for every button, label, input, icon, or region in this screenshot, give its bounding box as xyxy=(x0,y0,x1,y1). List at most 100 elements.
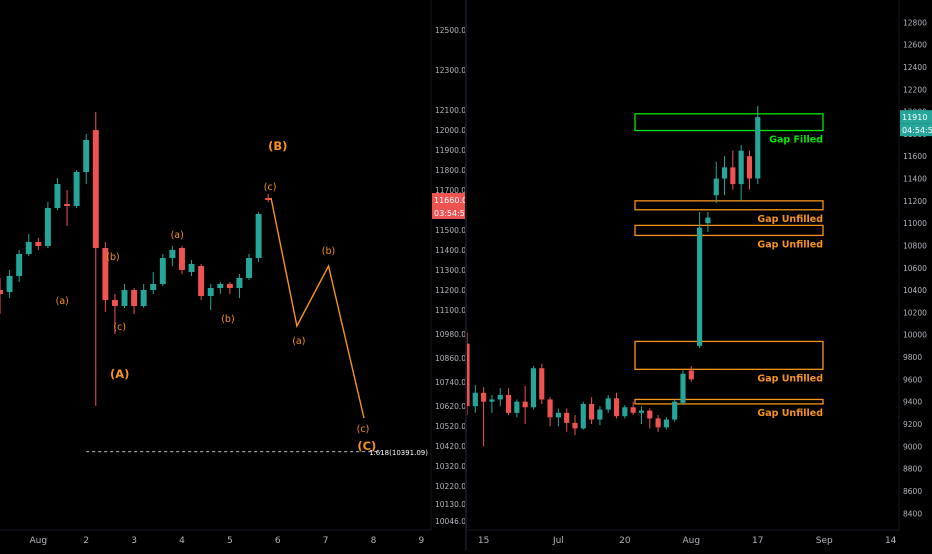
candle-body xyxy=(255,214,262,258)
wave-label: (a) xyxy=(171,230,184,241)
y-tick-label: 11200.00 xyxy=(435,286,465,295)
left-chart-panel[interactable]: 12500.00 12300.00 12100.00 12000.00 11900.00… xyxy=(0,0,472,550)
y-tick-label: 8600 xyxy=(903,487,922,496)
candle-body xyxy=(226,284,233,288)
wave-label: (b) xyxy=(221,314,234,325)
x-tick-label: 5 xyxy=(227,536,233,546)
y-tick-label: 11300.00 xyxy=(435,266,465,275)
gap-zone xyxy=(634,113,824,132)
candle-body xyxy=(188,264,195,272)
y-tick-label: 11200 xyxy=(903,197,927,206)
countdown-badge xyxy=(432,206,465,219)
candle-body xyxy=(589,403,595,420)
y-tick-label: 11400.00 xyxy=(435,246,465,255)
y-tick-label: 10400 xyxy=(903,286,927,295)
candle-body xyxy=(207,288,214,296)
candle-body xyxy=(638,410,645,413)
candle-body xyxy=(497,394,503,400)
candle-body xyxy=(489,399,495,402)
candle-body xyxy=(738,150,744,185)
x-tick-label: 9 xyxy=(419,536,425,546)
candle-body xyxy=(121,290,128,306)
y-tick-label: 9600 xyxy=(903,375,922,384)
x-tick-label: 17 xyxy=(752,536,763,546)
y-tick-label: 12200 xyxy=(903,85,927,94)
candle-body xyxy=(547,399,553,418)
candle-body xyxy=(746,156,753,179)
wave-label: (c) xyxy=(264,182,277,193)
candle-body xyxy=(54,184,61,208)
y-tick-label: 11800.00 xyxy=(435,166,465,175)
wave-label: (A) xyxy=(110,367,129,381)
y-tick-label: 10520.00 xyxy=(435,422,465,431)
x-tick-label: 7 xyxy=(323,536,329,546)
candle-body xyxy=(505,394,512,413)
fib-level-label: 1.618(10391.09) xyxy=(369,449,428,457)
x-tick-label: 6 xyxy=(275,536,281,546)
candle-body xyxy=(265,198,272,200)
candle-body xyxy=(44,208,51,246)
wave-projection-line xyxy=(270,197,365,419)
candle-body xyxy=(755,117,761,179)
candle-body xyxy=(530,368,537,408)
y-tick-label: 10740.00 xyxy=(435,378,465,387)
y-tick-label: 11000 xyxy=(903,219,927,228)
candle-body xyxy=(688,370,694,380)
candle-body xyxy=(705,217,711,224)
y-tick-label: 10046.00 xyxy=(435,517,465,526)
candle-body xyxy=(564,412,570,423)
countdown-label: 03:54:56 xyxy=(434,209,465,218)
candle-body xyxy=(555,412,561,418)
candle-body xyxy=(580,403,586,429)
y-tick-label: 10220.00 xyxy=(435,482,465,491)
y-tick-label: 11500.00 xyxy=(435,226,465,235)
gap-zone-label: Gap Unfilled xyxy=(757,408,823,419)
candle-body xyxy=(217,284,224,288)
x-tick-label: 8 xyxy=(371,536,377,546)
x-tick-label: Sep xyxy=(816,536,833,546)
wave-label: (C) xyxy=(357,439,376,453)
y-tick-label: 10130.00 xyxy=(435,500,465,509)
candle-body xyxy=(522,401,528,408)
countdown-badge xyxy=(900,123,932,137)
candle-body xyxy=(169,250,176,258)
panel-divider[interactable] xyxy=(465,0,467,550)
candle-body xyxy=(572,422,578,429)
gap-zone xyxy=(634,200,824,211)
x-tick-label: 2 xyxy=(83,536,89,546)
y-tick-label: 12500.00 xyxy=(435,26,465,35)
x-tick-label: 4 xyxy=(179,536,185,546)
y-tick-label: 9000 xyxy=(903,442,922,451)
y-tick-label: 12800 xyxy=(903,18,927,27)
y-tick-label: 9800 xyxy=(903,353,922,362)
y-tick-label: 10420.00 xyxy=(435,442,465,451)
left-candlestick-chart[interactable]: 12500.00 12300.00 12100.00 12000.00 11900.00… xyxy=(0,0,472,550)
y-tick-label: 10860.00 xyxy=(435,354,465,363)
candle-body xyxy=(179,248,185,270)
x-tick-label: Aug xyxy=(683,536,701,546)
candle-body xyxy=(539,368,545,400)
wave-label: (c) xyxy=(113,322,126,333)
candle-body xyxy=(83,140,90,172)
candle-body xyxy=(92,130,99,248)
right-chart-panel[interactable]: 1280012600124001220012000118001160011400… xyxy=(464,0,932,550)
gap-zone xyxy=(634,398,824,405)
gap-zone xyxy=(634,224,824,237)
y-tick-label: 11600 xyxy=(903,152,927,161)
candle-body xyxy=(721,167,728,179)
candle-body xyxy=(35,242,42,246)
y-tick-label: 8800 xyxy=(903,465,922,474)
right-candlestick-chart[interactable]: 1280012600124001220012000118001160011400… xyxy=(464,0,932,550)
y-tick-label: 10800 xyxy=(903,241,927,250)
candle-body xyxy=(514,401,520,413)
candle-body xyxy=(697,227,703,346)
candle-body xyxy=(613,398,620,417)
countdown-label: 04:54:55 xyxy=(902,126,932,135)
y-tick-label: 11400 xyxy=(903,175,927,184)
y-tick-label: 8400 xyxy=(903,509,922,518)
gap-zone-label: Gap Unfilled xyxy=(757,373,823,384)
candle-body xyxy=(464,343,470,407)
x-tick-label: 14 xyxy=(885,536,897,546)
candle-body xyxy=(672,401,678,420)
gap-zone-label: Gap Unfilled xyxy=(757,214,823,225)
